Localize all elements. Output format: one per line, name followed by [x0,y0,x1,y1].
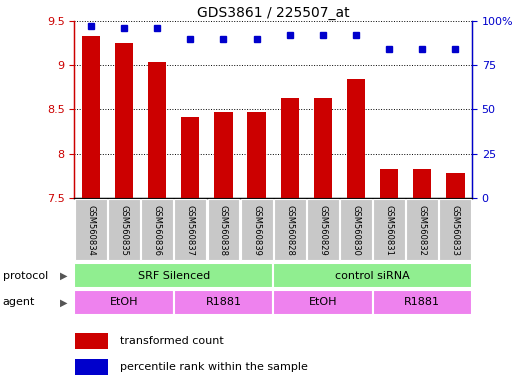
Bar [74,290,174,315]
FancyBboxPatch shape [373,199,405,260]
Text: SRF Silenced: SRF Silenced [137,270,210,281]
Text: GSM560834: GSM560834 [87,205,95,256]
FancyBboxPatch shape [440,199,471,260]
FancyBboxPatch shape [75,199,107,260]
Bar [347,79,365,198]
Bar [413,169,431,198]
Text: R1881: R1881 [404,297,440,308]
Text: percentile rank within the sample: percentile rank within the sample [120,362,308,372]
Text: GSM560833: GSM560833 [451,205,460,257]
Bar [281,98,299,198]
Text: protocol: protocol [3,270,48,281]
FancyBboxPatch shape [108,199,140,260]
Text: GSM560836: GSM560836 [153,205,162,257]
Bar [75,333,108,349]
Bar [148,62,166,198]
Bar [75,359,108,375]
FancyBboxPatch shape [141,199,173,260]
FancyBboxPatch shape [340,199,372,260]
Text: GSM560837: GSM560837 [186,205,195,257]
Bar [115,43,133,198]
FancyBboxPatch shape [274,199,306,260]
Text: R1881: R1881 [206,297,242,308]
Text: GSM560835: GSM560835 [120,205,129,256]
Bar [380,169,398,198]
Text: GSM560831: GSM560831 [385,205,393,256]
Text: EtOH: EtOH [110,297,139,308]
Text: GSM560828: GSM560828 [285,205,294,256]
Text: EtOH: EtOH [309,297,337,308]
Text: GSM560829: GSM560829 [319,205,327,256]
Text: agent: agent [3,297,35,308]
Bar [314,98,332,198]
Title: GDS3861 / 225507_at: GDS3861 / 225507_at [197,6,349,20]
FancyBboxPatch shape [208,199,240,260]
Text: GSM560838: GSM560838 [219,205,228,257]
Text: transformed count: transformed count [120,336,224,346]
Bar [372,290,472,315]
Text: GSM560830: GSM560830 [351,205,361,256]
Bar [273,290,372,315]
Bar [273,263,472,288]
Bar [181,116,200,198]
FancyBboxPatch shape [406,199,438,260]
Text: control siRNA: control siRNA [335,270,410,281]
Text: ▶: ▶ [61,297,68,308]
FancyBboxPatch shape [307,199,339,260]
Text: GSM560832: GSM560832 [418,205,427,256]
FancyBboxPatch shape [241,199,272,260]
Bar [214,112,232,198]
Bar [174,290,273,315]
FancyBboxPatch shape [174,199,206,260]
Bar [247,112,266,198]
Bar [82,36,100,198]
Text: GSM560839: GSM560839 [252,205,261,256]
Bar [446,173,464,198]
Text: ▶: ▶ [61,270,68,281]
Bar [74,263,273,288]
